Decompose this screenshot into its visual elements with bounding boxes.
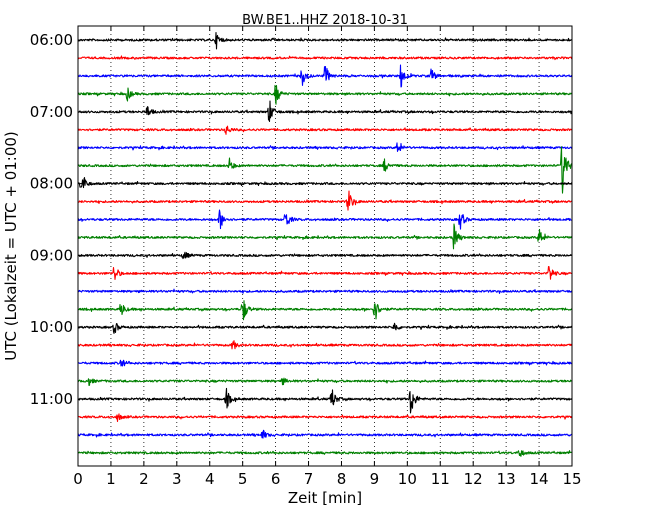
trace-row-0615 <box>77 55 573 61</box>
x-axis-label: Zeit [min] <box>288 489 362 507</box>
x-tick-label: 4 <box>205 470 215 488</box>
x-tick-label: 14 <box>530 470 549 488</box>
x-tick-label: 15 <box>562 470 581 488</box>
trace-row-1115 <box>77 413 573 423</box>
x-tick-label: 0 <box>73 470 83 488</box>
trace-row-1000 <box>77 322 573 334</box>
x-tick-label: 6 <box>271 470 281 488</box>
y-axis-label: UTC (Lokalzeit = UTC + 01:00) <box>2 131 20 361</box>
trace-row-0715 <box>77 125 573 135</box>
x-tick-label: 2 <box>139 470 149 488</box>
y-tick-label: 08:00 <box>30 175 73 193</box>
trace-row-0700 <box>77 100 573 123</box>
x-tick-label: 11 <box>431 470 450 488</box>
x-tick-label: 10 <box>398 470 417 488</box>
plot-frame <box>77 25 573 467</box>
trace-row-0745 <box>77 146 573 194</box>
trace-row-0900 <box>77 251 573 260</box>
chart-title: BW.BE1..HHZ 2018-10-31 <box>242 13 408 28</box>
x-tick-label: 1 <box>106 470 116 488</box>
x-tick-label: 12 <box>464 470 483 488</box>
trace-row-1045 <box>77 377 573 387</box>
trace-row-0915 <box>77 266 573 280</box>
axis-ticks: 0 1 2 3 4 5 6 7 8 9 10 11 12 13 14 1506:0007:0008:0009:… <box>30 26 582 488</box>
trace-row-0600 <box>77 32 573 50</box>
trace-row-1015 <box>77 340 573 350</box>
trace-row-0845 <box>77 223 573 250</box>
trace-row-0930 <box>77 288 573 294</box>
trace-row-1145 <box>77 450 573 457</box>
trace-row-0730 <box>77 142 573 152</box>
x-tick-label: 9 <box>370 470 380 488</box>
grid <box>110 26 540 466</box>
y-tick-label: 06:00 <box>30 31 73 49</box>
y-tick-label: 09:00 <box>30 246 73 264</box>
trace-row-1030 <box>77 359 573 367</box>
trace-row-1100 <box>77 387 573 414</box>
trace-row-0815 <box>77 190 573 211</box>
y-tick-label: 10:00 <box>30 318 73 336</box>
y-tick-label: 11:00 <box>30 390 73 408</box>
y-tick-label: 07:00 <box>30 103 73 121</box>
trace-row-1130 <box>77 429 573 439</box>
trace-row-0830 <box>77 209 573 230</box>
x-tick-label: 3 <box>172 470 182 488</box>
x-tick-label: 7 <box>304 470 314 488</box>
x-tick-label: 8 <box>337 470 347 488</box>
trace-row-0945 <box>77 300 573 321</box>
trace-row-0630 <box>77 64 573 88</box>
trace-row-0645 <box>77 84 573 105</box>
trace-rows <box>77 32 573 457</box>
trace-row-0800 <box>77 177 573 189</box>
x-tick-label: 5 <box>238 470 248 488</box>
x-tick-label: 13 <box>497 470 516 488</box>
